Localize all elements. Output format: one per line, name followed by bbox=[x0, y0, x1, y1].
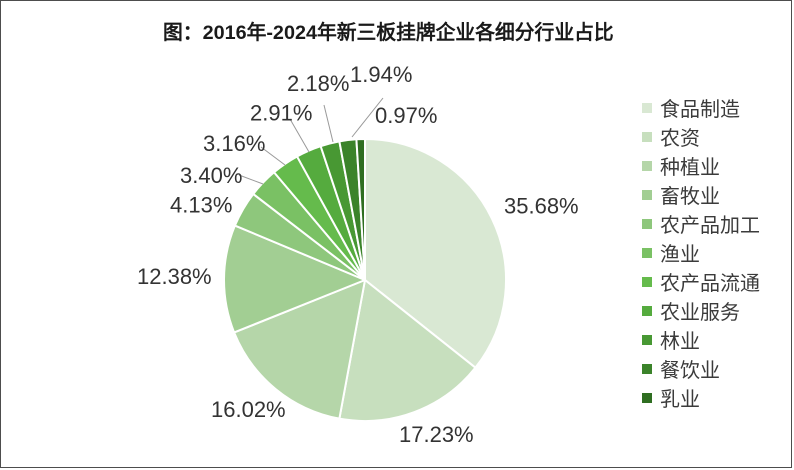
svg-text:12.38%: 12.38% bbox=[137, 264, 212, 289]
svg-text:0.97%: 0.97% bbox=[375, 103, 437, 128]
svg-text:35.68%: 35.68% bbox=[504, 193, 579, 218]
svg-text:3.40%: 3.40% bbox=[180, 163, 242, 188]
svg-text:4.13%: 4.13% bbox=[170, 192, 232, 217]
svg-text:16.02%: 16.02% bbox=[211, 397, 286, 422]
svg-text:2.18%: 2.18% bbox=[287, 71, 349, 96]
svg-text:1.94%: 1.94% bbox=[350, 62, 412, 87]
svg-text:17.23%: 17.23% bbox=[399, 422, 474, 447]
svg-text:3.16%: 3.16% bbox=[203, 131, 265, 156]
svg-text:2.91%: 2.91% bbox=[250, 100, 312, 125]
